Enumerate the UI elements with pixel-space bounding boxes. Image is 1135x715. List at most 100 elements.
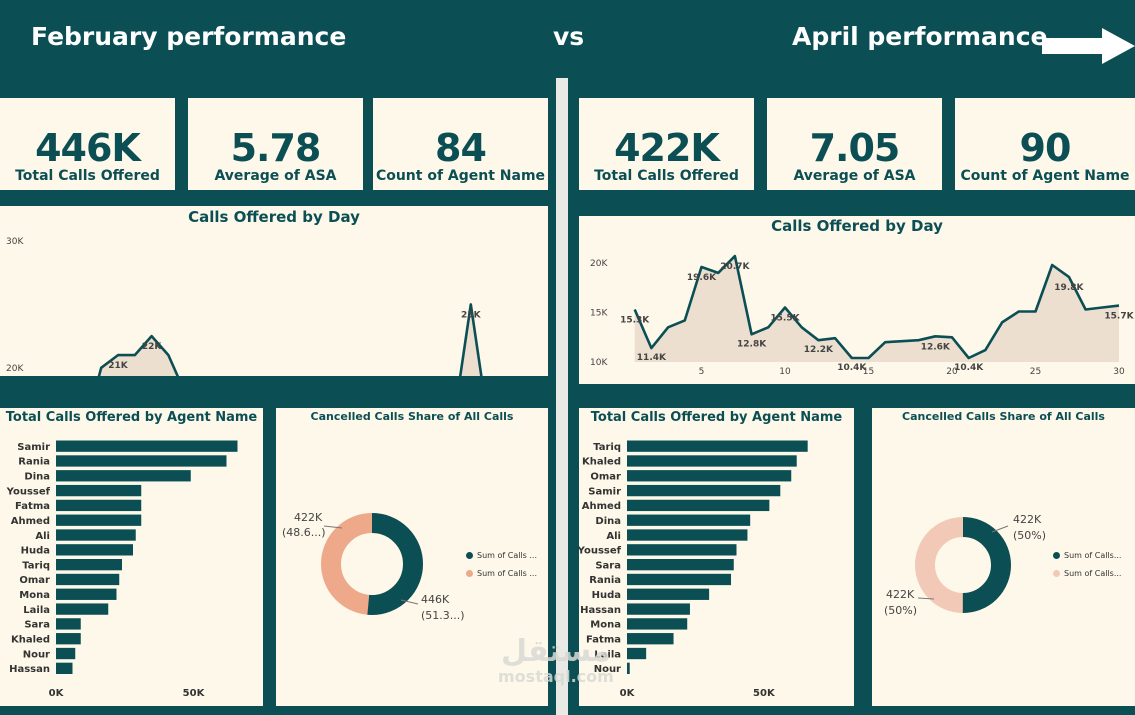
apr-line-chart-card[interactable]: Calls Offered by Day 10K 15K 20K 5 10 15 20 25 3… [579,216,1135,384]
apr-line-point-label: 11.4K [637,353,667,363]
feb-donut-b-value: 422K [294,511,323,524]
apr-bar-category-label: Laila [594,649,621,660]
feb-bar-category-label: Hassan [9,664,50,675]
apr-bar-category-label: Samir [588,486,621,497]
apr-bar-category-label: Youssef [579,546,622,557]
apr-line-xtick: 5 [699,367,705,377]
feb-bar-category-label: Sara [24,620,50,631]
feb-bar-category-label: Tariq [22,560,50,571]
apr-line-xtick: 10 [779,367,791,377]
apr-kpi-total-calls[interactable]: 422K Total Calls Offered [579,98,754,190]
watermark: مستقل mostaql.com [498,636,614,686]
section-divider [556,78,568,715]
feb-line-chart-card[interactable]: Calls Offered by Day 10K20K30K0510152025… [0,206,548,376]
apr-bar-category-label: Dina [595,516,621,527]
feb-bar-category-label: Dina [24,472,50,483]
feb-bar-category-label: Mona [19,590,50,601]
apr-line-point-label: 15.5K [770,314,800,324]
apr-line-xtick: 30 [1113,367,1125,377]
apr-line-point-label: 10.4K [954,363,984,373]
watermark-latin: mostaql.com [498,667,614,686]
feb-kpi-total-calls[interactable]: 446K Total Calls Offered [0,98,175,190]
feb-bar-bar [56,455,227,467]
apr-bar-chart-title: Total Calls Offered by Agent Name [590,410,843,425]
apr-bar-bar [627,455,797,467]
apr-line-chart: 10K 15K 20K 5 10 15 20 25 30 15.3K 11.4K 19.6K20.7K… [590,254,1135,377]
apr-kpi-avg-asa[interactable]: 7.05 Average of ASA [767,98,942,190]
feb-bar-xtick: 50K [183,688,206,699]
legend-item[interactable]: Sum of Calls... [1053,551,1121,560]
apr-bar-bar [627,633,674,645]
apr-line-chart-title: Calls Offered by Day [771,217,943,235]
feb-donut-a-pct: (51.3...) [421,609,465,622]
legend-item[interactable]: Sum of Calls ... [466,551,537,560]
feb-bar-category-label: Ali [35,531,50,542]
apr-line-ytick: 15K [590,309,608,319]
apr-line-ytick: 20K [590,259,608,269]
apr-bar-category-label: Ahmed [582,501,621,512]
feb-bar-bar [56,633,81,645]
apr-kpi-agent-count[interactable]: 90 Count of Agent Name [955,98,1135,190]
feb-bar-category-label: Laila [23,605,50,616]
apr-donut-card[interactable]: Cancelled Calls Share of All Calls 422K … [872,408,1135,706]
apr-bar-bar [627,603,690,615]
feb-bar-bar [56,499,142,512]
feb-kpi-agent-count[interactable]: 84 Count of Agent Name [373,98,548,190]
april-title: April performance [792,22,1048,51]
legend-item[interactable]: Sum of Calls ... [466,569,537,578]
legend-swatch [1053,570,1060,577]
feb-line-chart-title: Calls Offered by Day [188,208,360,226]
feb-bar-bar [56,470,191,482]
feb-line-point-label: 25K [461,310,482,320]
legend-item[interactable]: Sum of Calls... [1053,569,1121,578]
apr-donut-slice-a [915,517,1011,613]
apr-bar-category-label: Huda [592,590,621,601]
feb-donut-title: Cancelled Calls Share of All Calls [310,410,514,423]
feb-bar-chart-card[interactable]: Total Calls Offered by Agent Name Samir R… [0,408,263,706]
feb-line-area [99,304,482,376]
feb-bar-bar [56,440,238,452]
legend-label: Sum of Calls... [1064,569,1122,578]
apr-donut-b-pct: (50%) [884,604,917,617]
legend-label: Sum of Calls ... [477,551,538,560]
apr-line-point-label: 12.2K [804,345,834,355]
apr-line-point-label: 15.7K [1104,312,1134,322]
apr-bar-bar [627,662,630,674]
apr-donut-leader-a [991,525,1009,533]
apr-bar-chart-card[interactable]: Total Calls Offered by Agent Name Tariq K… [579,408,854,706]
apr-bar-bar [627,529,748,541]
apr-bar-category-label: Khaled [582,457,621,468]
feb-bar-bar [56,544,133,556]
vs-label: vs [553,22,585,51]
apr-bar-bar [627,573,732,586]
feb-donut-slice-a [321,513,423,615]
legend-swatch [466,570,473,577]
feb-bar-bar [56,484,142,497]
apr-bar-category-label: Tariq [593,442,621,453]
feb-kpi-avg-asa[interactable]: 5.78 Average of ASA [188,98,363,190]
apr-bar-xtick: 0K [620,688,636,699]
apr-line-point-label: 12.6K [921,342,951,352]
apr-bar-bar [627,559,734,571]
feb-bar-category-label: Ahmed [11,516,50,527]
apr-bar-bar [627,440,808,452]
apr-bar-bar [627,499,770,512]
apr-bar-bar [627,588,710,600]
feb-bar-category-label: Youssef [6,486,51,497]
feb-bar-category-label: Huda [21,546,50,557]
feb-donut-card[interactable]: Cancelled Calls Share of All Calls 446K … [276,408,548,706]
feb-bar-bar [56,662,73,674]
feb-bar-bar [56,588,117,600]
feb-bar-category-label: Samir [17,442,50,453]
apr-line-point-label: 10.4K [837,363,867,373]
arrow-right-icon[interactable] [1042,28,1135,68]
feb-bar-category-label: Nour [23,649,50,660]
feb-bar-category-label: Rania [18,457,50,468]
apr-line-point-label: 19.6K [687,273,717,283]
apr-bar-bar [627,544,737,556]
feb-bar-chart: Samir Rania Dina Youssef Fatma Ahmed Ali Huda Ta… [6,440,238,699]
feb-bar-xtick: 0K [49,688,65,699]
apr-line-point-label: 12.8K [737,339,767,349]
apr-donut-legend: Sum of Calls... Sum of Calls... [1053,551,1121,587]
feb-bar-bar [56,559,122,571]
